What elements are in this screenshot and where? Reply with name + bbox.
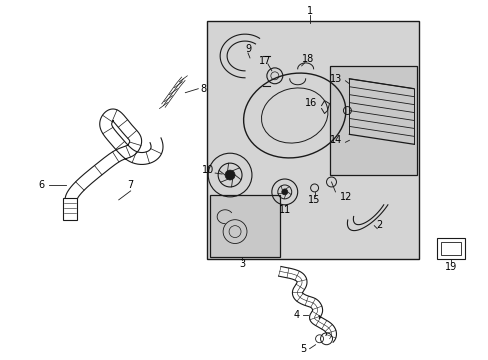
Bar xyxy=(440,242,460,255)
Text: 9: 9 xyxy=(244,44,250,54)
Text: 7: 7 xyxy=(127,180,134,190)
Text: 12: 12 xyxy=(339,192,351,202)
Bar xyxy=(329,66,416,175)
Text: 10: 10 xyxy=(202,165,214,175)
Text: 19: 19 xyxy=(444,262,456,272)
Bar xyxy=(63,198,77,220)
Text: 16: 16 xyxy=(305,98,317,108)
Text: 14: 14 xyxy=(329,135,342,145)
Text: 6: 6 xyxy=(38,180,44,190)
Bar xyxy=(436,238,464,260)
Text: 11: 11 xyxy=(278,205,290,215)
Text: 15: 15 xyxy=(308,195,320,205)
Text: 3: 3 xyxy=(239,259,244,269)
Text: 4: 4 xyxy=(293,310,299,320)
Circle shape xyxy=(281,189,287,195)
Bar xyxy=(207,21,418,260)
Circle shape xyxy=(224,170,235,180)
Text: 1: 1 xyxy=(306,6,312,16)
Text: 2: 2 xyxy=(375,220,382,230)
Text: 17: 17 xyxy=(258,56,270,66)
Text: 5: 5 xyxy=(300,344,306,354)
Text: 8: 8 xyxy=(200,84,206,94)
Text: 13: 13 xyxy=(329,74,342,84)
Bar xyxy=(210,195,279,257)
Text: 18: 18 xyxy=(301,54,313,64)
